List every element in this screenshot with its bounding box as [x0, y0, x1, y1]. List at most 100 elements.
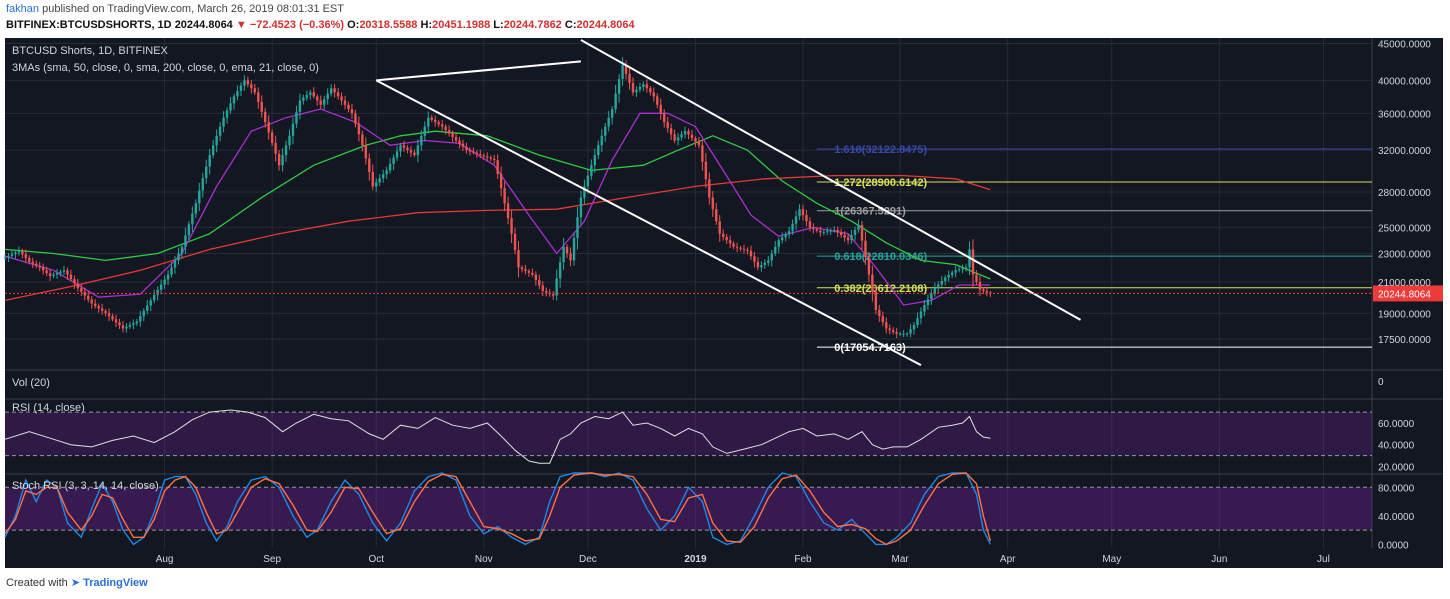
stoch-label: Stoch RSI (3, 3, 14, 14, close): [12, 480, 159, 492]
candle-body: [687, 131, 690, 135]
candle-body: [905, 333, 909, 335]
candle-body: [950, 272, 954, 276]
candle-body: [288, 135, 291, 146]
candle-body: [208, 155, 211, 167]
candle-body: [916, 318, 919, 326]
candle-body: [142, 310, 145, 317]
candle-body: [610, 109, 614, 118]
candle-body: [149, 300, 152, 306]
candle-body: [166, 274, 170, 280]
candle-body: [420, 135, 423, 146]
candle-body: [316, 96, 319, 101]
candle-body: [416, 145, 420, 156]
candle-body: [923, 305, 926, 312]
candle-body: [229, 103, 232, 111]
candle-body: [902, 333, 905, 335]
low-value: 20244.7862: [503, 19, 562, 31]
tradingview-brand[interactable]: TradingView: [83, 577, 148, 589]
candle-body: [191, 213, 194, 225]
candle-body: [55, 273, 59, 275]
candle-body: [128, 325, 132, 327]
candle-body: [336, 92, 340, 97]
stoch-line-d: [4, 472, 992, 546]
candle-body: [520, 267, 524, 270]
y-tick-label: 28000.0000: [1378, 188, 1431, 199]
candle-body: [930, 293, 933, 300]
channel-lines[interactable]: 20244.8064: [5, 39, 1443, 366]
candle-body: [871, 274, 874, 292]
candle-body: [45, 270, 48, 274]
candle-body: [780, 237, 784, 241]
candle-body: [937, 284, 940, 288]
down-arrow-icon: ▼: [235, 19, 247, 31]
candle-body: [753, 256, 756, 262]
candle-body: [663, 113, 666, 123]
candle-body: [808, 221, 812, 228]
rsi-tick-label: 60.0000: [1378, 419, 1415, 430]
candle-body: [534, 274, 538, 280]
candle-body: [985, 291, 989, 293]
candle-body: [267, 122, 270, 133]
rsi-tick-label: 40.0000: [1378, 441, 1415, 452]
candle-body: [742, 248, 746, 250]
candle-body: [114, 319, 118, 323]
candle-body: [839, 232, 843, 236]
candle-body: [329, 88, 333, 94]
candle-body: [656, 96, 659, 105]
candle-body: [944, 277, 947, 281]
candle-body: [146, 305, 149, 311]
candle-body: [156, 289, 159, 296]
fib-label: 0.382(20612.2108): [834, 283, 927, 295]
candle-body: [461, 143, 465, 147]
candle-body: [177, 253, 180, 261]
candle-body: [493, 158, 496, 161]
candle-body: [246, 80, 250, 85]
candle-body: [100, 308, 104, 311]
candle-body: [565, 246, 569, 254]
candle-body: [524, 269, 527, 271]
chart-background: [5, 38, 1443, 568]
fib-label: 1.272(28900.6142): [834, 177, 927, 189]
candle-body: [465, 146, 468, 151]
candle-body: [697, 141, 701, 146]
fib-label: 0(17054.7163): [834, 342, 906, 354]
tradingview-logo-icon[interactable]: ➤: [70, 577, 81, 589]
candle-body: [135, 321, 139, 324]
candle-body: [624, 65, 628, 74]
candle-body: [760, 265, 763, 268]
candle-body: [878, 309, 881, 317]
candle-body: [708, 179, 711, 198]
candle-body: [850, 235, 853, 241]
panel-labels: BTCUSD Shorts, 1D, BITFINEX 3MAs (sma, 5…: [12, 45, 319, 492]
fibonacci-levels[interactable]: 1.618(32122.8475) 1.272(28900.6142) 1(2636…: [816, 144, 1372, 354]
candle-body: [14, 252, 17, 255]
candle-body: [107, 313, 111, 317]
candle-body: [704, 161, 708, 180]
author-name[interactable]: fakhan: [6, 3, 40, 15]
candle-body: [281, 155, 284, 166]
candle-body: [538, 279, 541, 286]
stoch-tick-label: 40.0000: [1378, 512, 1415, 523]
candle-body: [87, 295, 90, 300]
candle-body: [392, 157, 395, 164]
candle-body: [284, 145, 288, 156]
price-chart[interactable]: 1.618(32122.8475) 1.272(28900.6142) 1(2636…: [0, 38, 1450, 574]
candle-body: [857, 224, 860, 230]
candle-body: [551, 294, 555, 296]
fib-label: 1.618(32122.8475): [834, 144, 927, 156]
candle-body: [312, 92, 315, 97]
candle-body: [711, 197, 714, 210]
candle-body: [767, 260, 770, 263]
candle-body: [756, 261, 760, 268]
candle-body: [517, 250, 520, 268]
high-value: 20451.1988: [432, 19, 491, 31]
candle-body: [194, 203, 198, 214]
candle-body: [499, 173, 503, 189]
candle-body: [375, 182, 378, 187]
x-tick-label: Aug: [156, 554, 174, 565]
candle-body: [354, 113, 357, 124]
candle-body: [264, 111, 267, 123]
x-tick-label: Oct: [368, 554, 384, 565]
candle-body: [829, 230, 832, 232]
candle-body: [728, 240, 732, 244]
